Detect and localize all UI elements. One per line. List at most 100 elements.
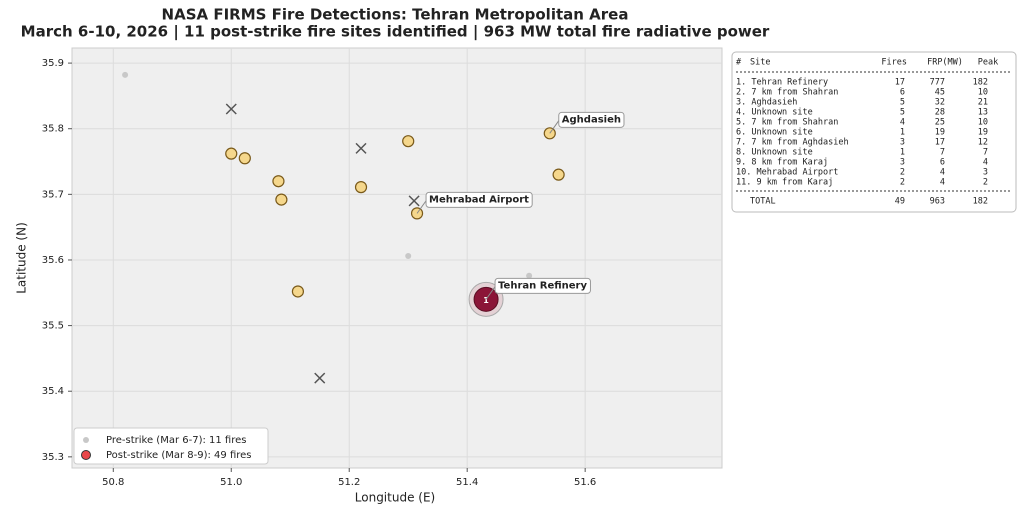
table-cell: 3. Aghdasieh [736, 98, 797, 108]
legend-marker [81, 450, 91, 460]
annotation-text: Tehran Refinery [498, 280, 587, 291]
table-header: FRP(MW) [927, 58, 963, 68]
x-axis-label: Longitude (E) [355, 491, 435, 505]
table-cell: 4 [900, 118, 905, 128]
table-cell: 2 [900, 168, 905, 178]
table-cell: 6. Unknown site [736, 128, 813, 138]
fire-point [225, 147, 238, 160]
legend: Pre-strike (Mar 6-7): 11 fires Post-strik… [73, 427, 269, 465]
y-tick-label: 35.8 [42, 124, 64, 135]
table-total: 963 [930, 197, 945, 207]
table-cell: 7 [983, 148, 988, 158]
table-cell: 17 [935, 138, 945, 148]
table-cell: 5 [900, 108, 905, 118]
highlight-label: 1 [483, 296, 489, 305]
table-cell: 3 [900, 138, 905, 148]
table-cell: 28 [935, 108, 945, 118]
table-cell: 7 [940, 148, 945, 158]
annotation-box [558, 111, 625, 128]
y-tick-label: 35.6 [42, 255, 64, 266]
fire-point [272, 175, 285, 188]
x-tick-label: 51.0 [220, 477, 242, 488]
table-cell: 5. 7 km from Shahran [736, 118, 838, 128]
table-cell: 6 [900, 88, 905, 98]
cross-marker [355, 142, 367, 154]
table-cell: 2 [983, 178, 988, 188]
table-cell: 45 [935, 88, 945, 98]
pre-strike-point [526, 272, 533, 279]
table-box [731, 51, 1017, 213]
pre-strike-point [122, 71, 129, 78]
table-total: 182 [973, 197, 988, 207]
table-cell: 13 [978, 108, 988, 118]
cross-marker [314, 372, 326, 384]
table-cell: 1 [900, 128, 905, 138]
fire-point [354, 181, 368, 194]
table-cell: 10. Mehrabad Airport [736, 168, 838, 178]
table-cell: 777 [930, 78, 945, 88]
annotation-text: Mehrabad Airport [429, 194, 529, 205]
fire-point [238, 152, 251, 165]
annotation: Aghdasieh [549, 111, 625, 134]
table-cell: 5 [900, 98, 905, 108]
x-tick-label: 51.4 [456, 477, 478, 488]
table-cell: 4 [940, 168, 945, 178]
chart-subtitle: March 6-10, 2026 | 11 post-strike fire s… [21, 23, 770, 42]
table-cell: 182 [973, 78, 988, 88]
table-cell: 4 [940, 178, 945, 188]
annotation-leader [485, 285, 497, 300]
y-tick-label: 35.5 [42, 321, 64, 332]
table-cell: 8. Unknown site [736, 148, 813, 158]
table-cell: 3 [900, 158, 905, 168]
table-cell: 10 [978, 88, 988, 98]
table-cell: 12 [978, 138, 988, 148]
table-cell: 7. 7 km from Aghdasieh [736, 138, 849, 148]
table-cell: 11. 9 km from Karaj [736, 178, 833, 188]
table-header: # [736, 58, 742, 68]
table-cell: 3 [983, 168, 988, 178]
x-tick-label: 50.8 [102, 477, 124, 488]
annotation: Tehran Refinery [485, 277, 591, 300]
table-cell: 19 [935, 128, 945, 138]
x-tick-label: 51.2 [338, 477, 360, 488]
table-cell: 4 [983, 158, 988, 168]
table-cell: 1 [900, 148, 905, 158]
x-tick-label: 51.6 [574, 477, 596, 488]
table-cell: 1. Tehran Refinery [736, 78, 828, 88]
legend-marker [83, 437, 89, 443]
table-cell: 9. 8 km from Karaj [736, 158, 828, 168]
y-tick-label: 35.9 [42, 58, 64, 69]
chart-title: NASA FIRMS Fire Detections: Tehran Metro… [162, 6, 629, 24]
table-cell: 4. Unknown site [736, 108, 813, 118]
fire-point [402, 135, 415, 148]
table-cell: 10 [978, 118, 988, 128]
table-cell: 19 [978, 128, 988, 138]
y-tick-label: 35.3 [42, 452, 64, 463]
table-cell: 21 [978, 98, 988, 108]
y-tick-label: 35.7 [42, 189, 64, 200]
cross-marker [225, 103, 237, 115]
table-header: Peak [978, 58, 998, 68]
table-header: Site [750, 58, 770, 68]
annotation-leader [416, 199, 428, 214]
table-cell: 32 [935, 98, 945, 108]
table-header: Fires [881, 58, 907, 68]
fire-point [291, 285, 305, 298]
table-cell: 2 [900, 178, 905, 188]
table-total: 49 [895, 197, 905, 207]
legend-label: Post-strike (Mar 8-9): 49 fires [106, 450, 252, 461]
table-cell: 25 [935, 118, 945, 128]
y-tick-label: 35.4 [42, 386, 64, 397]
legend-box [73, 427, 269, 465]
cross-marker [408, 195, 420, 207]
annotation-leader [549, 119, 561, 134]
pre-strike-point [405, 253, 412, 260]
annotation: Mehrabad Airport [416, 191, 533, 214]
annotation-box [425, 191, 533, 208]
plot-area [71, 47, 723, 469]
table-cell: 17 [895, 78, 905, 88]
fire-point [275, 193, 288, 206]
annotation-box [494, 277, 591, 294]
table-total: TOTAL [750, 197, 776, 207]
